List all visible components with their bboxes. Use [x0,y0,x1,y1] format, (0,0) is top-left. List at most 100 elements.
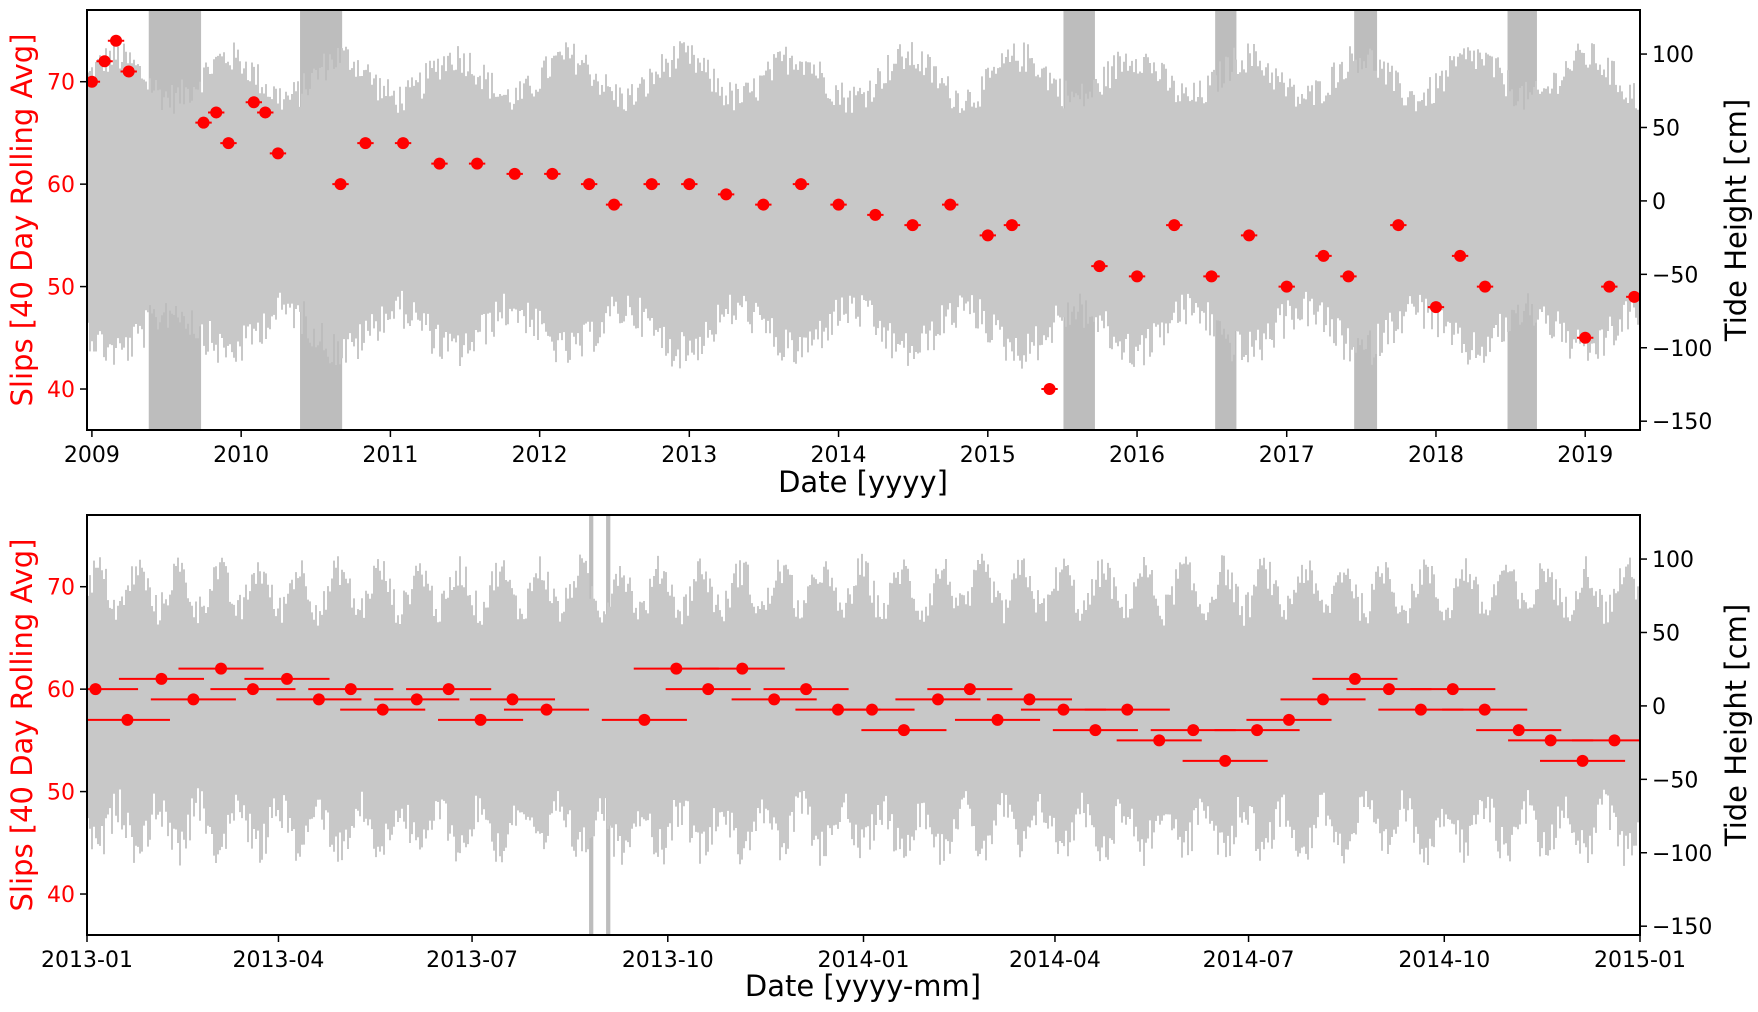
slip-marker [1392,219,1405,232]
slip-marker [757,198,770,211]
tide-trace [87,41,1639,369]
slip-marker [1131,270,1144,283]
y-right-tick-label: 100 [1652,548,1694,573]
top-x-axis-label: Date [yyyy] [778,465,948,499]
x-tick-label: 2013 [661,443,717,468]
y-right-tick-label: −100 [1652,337,1712,362]
slip-marker [1023,693,1036,706]
slip-marker [897,724,910,737]
x-tick-label: 2015 [960,443,1016,468]
slip-point [544,167,561,180]
slip-point [763,683,849,696]
slip-point [506,167,523,180]
slip-point [1571,734,1640,747]
slip-point [1427,301,1445,314]
slip-marker [259,106,272,119]
slip-point [1128,270,1146,283]
slip-marker [442,683,455,696]
top-slips-series [85,34,1641,396]
slip-point [96,55,113,68]
slip-marker [98,55,111,68]
x-tick-label: 2014-01 [818,948,910,973]
slip-marker [981,229,994,242]
slip-point [245,96,263,109]
slip-point [208,106,225,119]
slip-point [665,683,751,696]
bottom-y-left-ticks: 40 50 60 70 [47,576,87,908]
slip-point [867,208,884,221]
y-right-tick-label: −150 [1652,410,1712,435]
slip-marker [963,683,976,696]
y-left-tick-label: 60 [47,173,75,198]
slip-marker [110,34,123,47]
slip-marker [583,178,596,191]
x-tick-label: 2013-10 [622,948,714,973]
slip-marker [155,672,168,685]
slip-point [1280,693,1366,706]
x-tick-label: 2014-07 [1203,948,1295,973]
top-y-left-axis-label: Slips [40 Day Rolling Avg] [5,34,39,407]
slip-point [1442,703,1528,716]
slip-point [605,198,623,211]
x-tick-label: 2014 [811,443,867,468]
y-right-tick-label: 50 [1652,116,1680,141]
x-tick-label: 2018 [1408,443,1464,468]
slip-marker [1446,683,1459,696]
slip-marker [931,693,944,706]
slip-marker [1317,693,1330,706]
slip-marker [1429,301,1442,314]
x-tick-label: 2011 [362,443,418,468]
slip-marker [1478,703,1491,716]
slip-point [107,34,125,47]
slip-marker [869,208,882,221]
slip-marker [670,662,683,675]
slip-point [986,693,1072,706]
slip-marker [1121,703,1134,716]
slip-point [829,703,915,716]
slip-marker [1280,280,1293,293]
slip-marker [866,703,879,716]
slip-point [1084,703,1170,716]
x-tick-label: 2013-07 [426,948,518,973]
slip-marker [312,693,325,706]
slip-point [269,147,287,160]
bottom-y-right-axis-label: Tide Height [cm] [1719,604,1753,847]
slip-point [681,178,698,191]
slip-marker [1414,703,1427,716]
slip-marker [187,693,200,706]
slip-point [1240,229,1258,242]
slip-marker [397,137,410,150]
slip-marker [271,147,284,160]
slip-marker [1454,249,1467,262]
slip-point [308,683,394,696]
slip-marker [546,167,559,180]
slip-marker [344,683,357,696]
y-left-tick-label: 60 [47,678,75,703]
slip-point [118,672,205,685]
slip-marker [1187,724,1200,737]
slip-point [1476,724,1562,737]
y-right-tick-label: 50 [1652,621,1680,646]
slip-marker [197,116,210,129]
y-right-tick-label: 100 [1652,43,1694,68]
y-right-tick-label: −50 [1652,768,1698,793]
slip-point [406,683,492,696]
slip-point [357,137,374,150]
slip-point [1052,724,1138,737]
slip-point [895,693,981,706]
slip-point [1410,683,1496,696]
y-right-tick-label: 0 [1652,190,1666,215]
slip-marker [376,703,389,716]
slip-point [332,178,349,191]
slip-marker [1608,734,1621,747]
slip-point [469,693,556,706]
bottom-x-axis-label: Date [yyyy-mm] [745,969,981,1003]
slip-marker [1576,754,1589,767]
x-tick-label: 2013-04 [233,948,325,973]
x-tick-label: 2010 [213,443,269,468]
slip-marker [800,683,813,696]
bottom-chart: 2013-01 2013-04 2013-07 2013-10 2014-01 2014-… [5,514,1753,1003]
slip-point [1601,280,1618,293]
slip-marker [540,703,553,716]
